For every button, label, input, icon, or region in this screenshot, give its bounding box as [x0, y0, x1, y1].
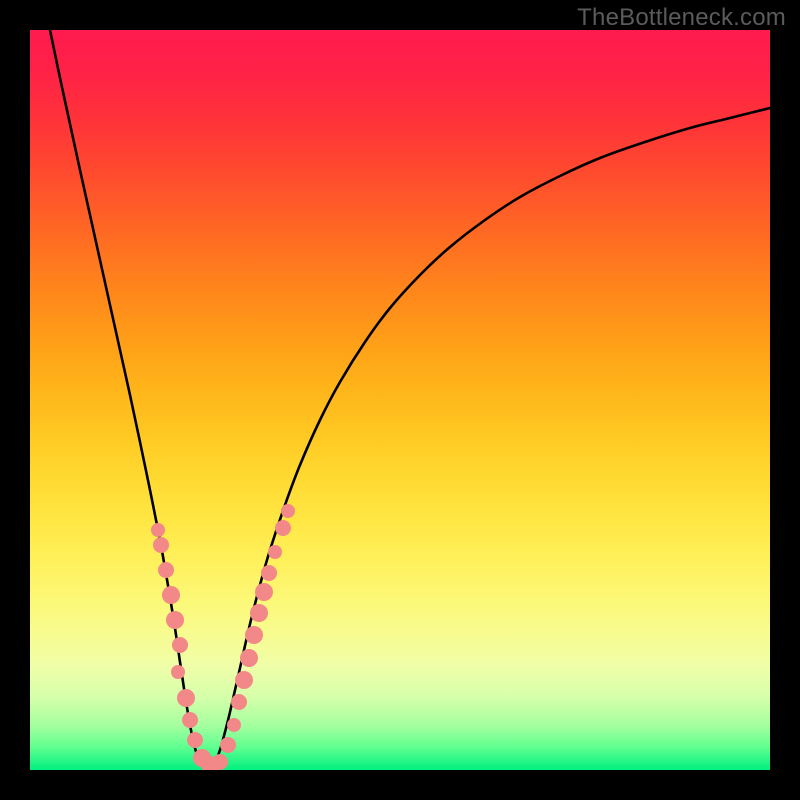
data-marker [151, 523, 165, 537]
data-marker [220, 737, 236, 753]
data-marker [187, 732, 203, 748]
data-marker [255, 583, 273, 601]
data-marker [231, 694, 247, 710]
data-marker [158, 562, 174, 578]
data-marker [245, 626, 263, 644]
data-marker [166, 611, 184, 629]
data-marker [250, 604, 268, 622]
data-marker [172, 637, 188, 653]
data-marker [235, 671, 253, 689]
chart-background-gradient [30, 30, 770, 770]
chart-svg [0, 0, 800, 800]
data-marker [177, 689, 195, 707]
data-marker [227, 718, 241, 732]
data-marker [212, 754, 228, 770]
chart-frame: TheBottleneck.com [0, 0, 800, 800]
data-marker [153, 537, 169, 553]
data-marker [261, 565, 277, 581]
data-marker [162, 586, 180, 604]
data-marker [281, 504, 295, 518]
data-marker [275, 520, 291, 536]
watermark-text: TheBottleneck.com [577, 4, 786, 32]
data-marker [268, 545, 282, 559]
data-marker [182, 712, 198, 728]
data-marker [240, 649, 258, 667]
data-marker [171, 665, 185, 679]
